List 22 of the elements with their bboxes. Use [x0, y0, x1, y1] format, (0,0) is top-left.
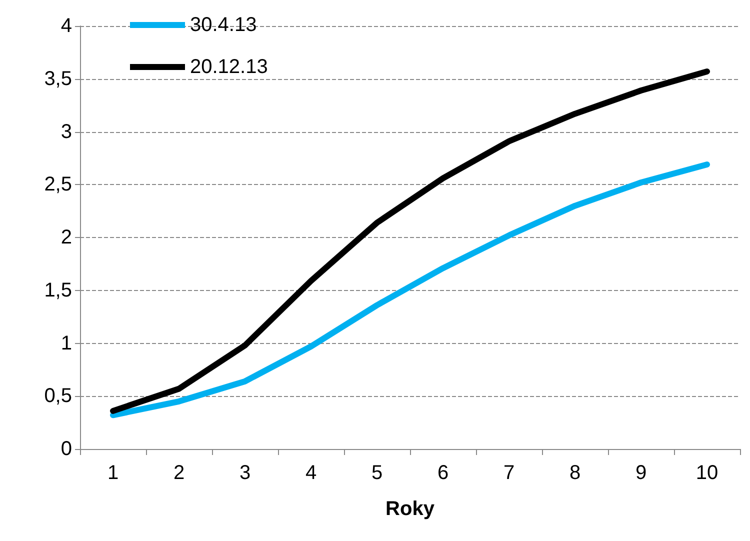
x-tick-label: 5 [371, 462, 383, 484]
x-tick-label: 7 [503, 462, 515, 484]
x-axis-title: Roky [386, 498, 436, 520]
y-tick-label: 0,5 [44, 385, 72, 408]
y-tick-label: 0 [60, 438, 72, 460]
y-tick-label: 2 [60, 226, 72, 248]
x-tick-label: 9 [635, 462, 647, 484]
y-tick-label: 3,5 [44, 68, 72, 90]
x-tick-label: 1 [107, 462, 119, 484]
y-tick-label: 4 [60, 15, 72, 37]
x-tick-label: 10 [696, 462, 718, 484]
x-tick-label: 6 [437, 462, 449, 484]
legend-label: 30.4.13 [190, 14, 257, 36]
x-tick-label: 8 [569, 462, 581, 484]
y-tick-label: 1 [60, 332, 72, 354]
x-tick-label: 3 [239, 462, 251, 484]
x-tick-label: 4 [305, 462, 317, 484]
y-tick-label: 1,5 [44, 279, 72, 302]
x-tick-label: 2 [173, 462, 185, 484]
y-tick-label: 3 [60, 120, 72, 143]
legend-label: 20.12.13 [190, 56, 268, 78]
y-tick-label: 2,5 [44, 174, 72, 196]
